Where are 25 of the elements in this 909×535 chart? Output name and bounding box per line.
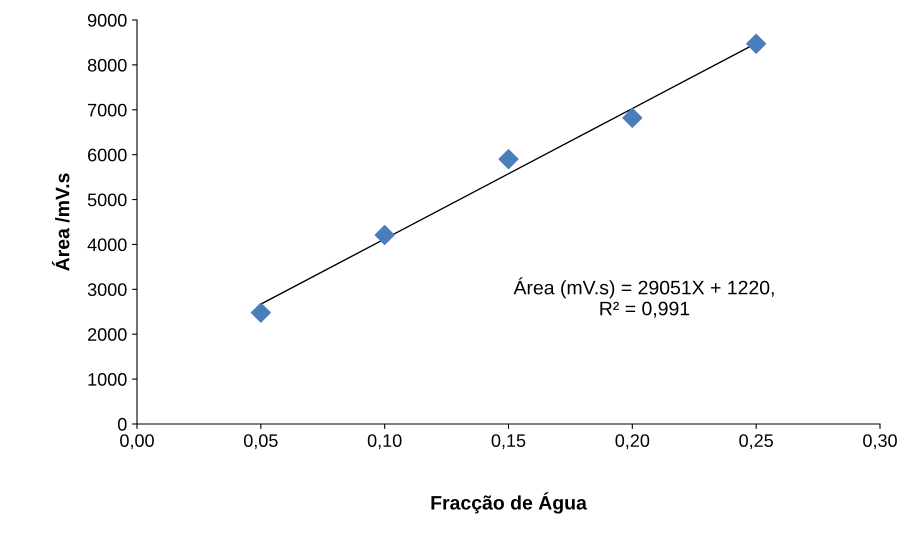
y-tick-label: 4000 xyxy=(88,238,127,252)
annotation: Área (mV.s) = 29051X + 1220, R² = 0,991 xyxy=(514,277,774,318)
y-axis-title: Área /mV.s xyxy=(52,173,70,271)
y-tick-label: 3000 xyxy=(88,283,127,296)
x-tick-label: 0,05 xyxy=(244,434,278,450)
x-axis-title: Fracção de Água xyxy=(431,492,587,514)
y-tick-label: 7000 xyxy=(88,104,127,116)
point xyxy=(746,34,766,54)
x-tick-label: 0,15 xyxy=(492,434,526,450)
y-tick-label: 6000 xyxy=(88,148,127,162)
y-tick-label: 0 xyxy=(118,418,127,431)
x-tick-label: 0,10 xyxy=(368,434,402,450)
y-tick-label: 5000 xyxy=(88,193,127,206)
y-tick-label: 9000 xyxy=(88,14,127,27)
y-tick-label: 8000 xyxy=(88,58,127,72)
x-tick-label: 0,25 xyxy=(739,434,773,450)
point xyxy=(498,149,519,170)
x-tick-label: 0,20 xyxy=(615,434,650,450)
y-tick-label: 2000 xyxy=(88,328,127,341)
point xyxy=(374,225,395,246)
y-tick-label: 1000 xyxy=(88,373,127,386)
point xyxy=(250,302,271,323)
point xyxy=(622,108,642,128)
x-tick-label: 0,00 xyxy=(120,434,154,450)
x-tick-label: 0,30 xyxy=(863,434,897,450)
